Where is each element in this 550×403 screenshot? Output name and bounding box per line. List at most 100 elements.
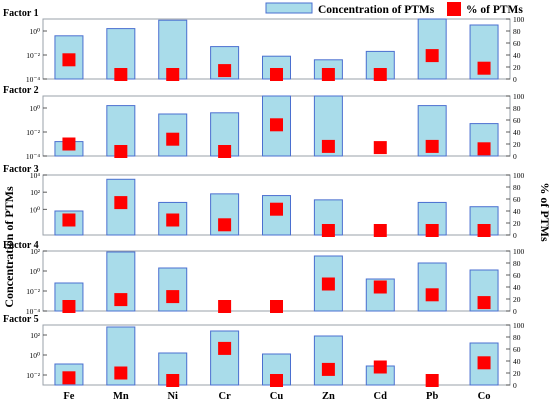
left-tick-label: 10⁻² — [26, 128, 40, 137]
right-tick-label: 100 — [513, 321, 525, 330]
right-tick-label: 40 — [513, 207, 521, 216]
category-label-zn: Zn — [322, 391, 335, 402]
left-tick-label: 10⁰ — [29, 27, 40, 36]
left-tick-label: 10² — [30, 331, 41, 340]
legend-bar-swatch — [265, 2, 313, 14]
left-tick-label: 10² — [30, 188, 41, 197]
right-tick-label: 40 — [513, 283, 521, 292]
percent-marker-ni — [166, 213, 180, 227]
percent-marker-cu — [270, 118, 283, 132]
percent-marker-cr — [218, 341, 232, 355]
right-tick-label: 60 — [513, 39, 521, 48]
right-tick-label: 20 — [513, 295, 521, 304]
category-label-fe: Fe — [63, 391, 74, 402]
percent-marker-co — [477, 224, 491, 237]
right-tick-label: 60 — [513, 116, 521, 125]
percent-marker-cr — [218, 145, 232, 158]
percent-marker-cd — [373, 360, 387, 374]
panel-title: Factor 4 — [3, 240, 39, 251]
percent-marker-cd — [373, 141, 387, 155]
left-tick-label: 10⁻² — [26, 287, 40, 296]
percent-marker-pb — [425, 224, 439, 237]
percent-marker-cd — [373, 224, 387, 237]
bar-zn — [313, 335, 343, 386]
right-tick-label: 40 — [513, 51, 521, 60]
left-tick-label: 10⁻² — [26, 371, 40, 380]
right-tick-label: 100 — [513, 171, 525, 180]
left-tick-label: 10⁰ — [29, 104, 40, 113]
right-tick-label: 80 — [513, 104, 521, 113]
right-tick-label: 40 — [513, 357, 521, 366]
percent-marker-zn — [321, 68, 335, 81]
percent-marker-cu — [270, 374, 283, 387]
left-tick-label: 10⁻⁴ — [26, 152, 40, 161]
panel-5: Factor 5 10⁻² 10⁰ 10² 0 20 40 60 80 100 — [3, 314, 525, 390]
percent-marker-mn — [114, 68, 128, 81]
percent-marker-pb — [425, 139, 439, 153]
right-tick-label: 60 — [513, 195, 521, 204]
left-tick-label: 10⁻⁴ — [26, 75, 40, 84]
panel-4: Factor 4 10⁻⁴ 10⁻² 10⁰ 10² 0 20 40 60 80 100 — [3, 240, 525, 316]
percent-marker-co — [477, 142, 491, 156]
right-tick-label: 0 — [513, 381, 517, 390]
right-tick-label: 100 — [513, 92, 525, 101]
left-tick-label: 10² — [30, 247, 41, 256]
percent-marker-pb — [425, 288, 439, 302]
right-tick-label: 60 — [513, 271, 521, 280]
right-tick-label: 60 — [513, 345, 521, 354]
percent-marker-cu — [270, 68, 283, 81]
percent-marker-ni — [166, 374, 180, 387]
right-tick-label: 20 — [513, 369, 521, 378]
y-right-axis-title: % of PTMs — [538, 182, 550, 242]
percent-marker-pb — [425, 49, 439, 63]
percent-marker-zn — [321, 362, 335, 376]
category-label-ni: Ni — [167, 391, 178, 402]
panel-1: Factor 1 10⁻⁴ 10⁻² 10⁰ 0 20 40 60 80 100 — [3, 8, 525, 84]
category-label-cd: Cd — [374, 391, 388, 402]
right-tick-label: 0 — [513, 231, 517, 240]
percent-marker-co — [477, 61, 491, 75]
percent-marker-fe — [62, 300, 76, 313]
category-label-cr: Cr — [218, 391, 231, 402]
right-tick-label: 20 — [513, 140, 521, 149]
panel-3: Factor 3 10⁰ 10² 10⁴ 0 20 40 60 80 100 — [3, 164, 525, 240]
right-tick-label: 20 — [513, 63, 521, 72]
y-left-axis-title: Concentration of PTMs — [2, 186, 16, 308]
percent-marker-co — [477, 356, 491, 370]
right-tick-label: 80 — [513, 259, 521, 268]
percent-marker-mn — [114, 366, 128, 380]
percent-marker-fe — [62, 213, 76, 227]
percent-marker-ni — [166, 68, 180, 81]
percent-marker-fe — [62, 53, 76, 67]
x-axis: Fe Mn Ni Cr Cu Zn Cd Pb Co — [63, 391, 490, 402]
right-tick-label: 0 — [513, 307, 517, 316]
percent-marker-cr — [218, 64, 232, 78]
left-tick-label: 10⁻⁴ — [26, 307, 40, 316]
percent-marker-cu — [270, 202, 283, 216]
category-label-mn: Mn — [113, 391, 129, 402]
right-tick-label: 100 — [513, 247, 525, 256]
percent-marker-zn — [321, 224, 335, 237]
percent-marker-ni — [166, 132, 180, 146]
legend-square-swatch — [447, 2, 461, 16]
percent-marker-pb — [425, 374, 439, 387]
percent-marker-fe — [62, 371, 76, 385]
right-tick-label: 80 — [513, 27, 521, 36]
percent-marker-ni — [166, 290, 180, 304]
right-tick-label: 80 — [513, 333, 521, 342]
percent-marker-co — [477, 296, 491, 310]
legend-square-label: % of PTMs — [466, 4, 523, 16]
bar-pb — [417, 105, 447, 157]
bar-pb — [417, 18, 447, 80]
percent-marker-mn — [114, 196, 128, 210]
left-tick-label: 10⁻² — [26, 51, 40, 60]
right-tick-label: 20 — [513, 219, 521, 228]
left-tick-label: 10⁴ — [30, 171, 41, 180]
bar-cr — [210, 330, 240, 386]
right-tick-label: 100 — [513, 15, 525, 24]
left-tick-label: 10⁰ — [29, 205, 40, 214]
percent-marker-cr — [218, 218, 232, 232]
category-label-pb: Pb — [426, 391, 438, 402]
